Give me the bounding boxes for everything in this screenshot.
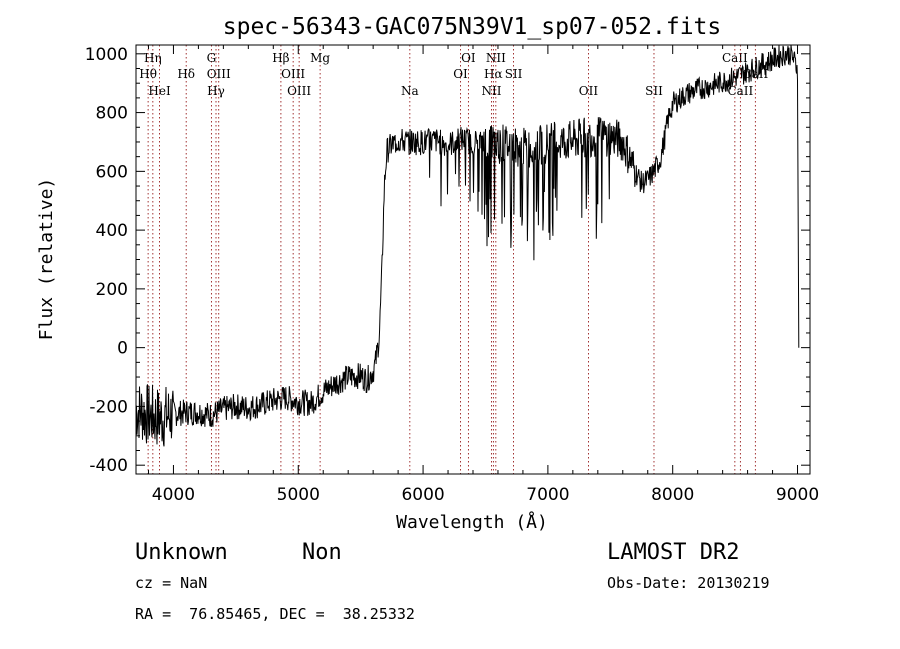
subclass-label: Non (302, 540, 342, 565)
spectral-line-label: OII (579, 84, 599, 98)
x-tick-label: 9000 (776, 485, 819, 505)
class-label: Unknown (135, 540, 228, 565)
spectral-line-label: Hβ (272, 51, 289, 65)
y-tick-label: 1000 (85, 45, 128, 65)
y-axis-label: Flux (relative) (36, 178, 57, 341)
survey-label: LAMOST DR2 (607, 540, 739, 565)
spectral-line-label: NII (481, 84, 501, 98)
spectral-line-label: Hη (144, 51, 162, 65)
y-tick-label: -400 (89, 456, 128, 476)
y-tick-label: 0 (117, 339, 128, 359)
y-tick-label: 800 (96, 104, 128, 124)
spectral-line-label: SII (505, 67, 523, 81)
spectral-line-label: Hγ (207, 84, 225, 98)
spectral-line-label: Hα (484, 67, 503, 81)
spectral-line-label: CaII (727, 84, 753, 98)
axes: 4000 5000 6000 7000 8000 9000 -400 -200 0 200 400 6… (85, 45, 819, 505)
spectral-line-label: SII (645, 84, 663, 98)
x-axis-label: Wavelength (Å) (396, 511, 548, 533)
spectral-line-label: NII (486, 51, 506, 65)
y-tick-label: 400 (96, 221, 128, 241)
redshift-text: cz = NaN (135, 574, 207, 592)
spectral-line-label: Hθ (139, 67, 157, 81)
spectral-line-label: G (207, 51, 217, 65)
spectral-line-label: CaII (722, 51, 748, 65)
chart-title: spec-56343-GAC075N39V1_sp07-052.fits (223, 14, 722, 40)
spectral-line-label: OIII (281, 67, 305, 81)
x-tick-label: 8000 (651, 485, 694, 505)
obs-date-text: Obs-Date: 20130219 (607, 574, 770, 592)
spectral-line-label: OI (461, 51, 476, 65)
spectral-line-label: OI (453, 67, 468, 81)
spectral-line-label: HeI (148, 84, 171, 98)
spectral-line-label: Hδ (177, 67, 195, 81)
spectral-line-label: OIII (287, 84, 311, 98)
x-tick-label: 4000 (152, 485, 195, 505)
spectral-line-label: Na (401, 84, 419, 98)
y-tick-label: -200 (89, 397, 128, 417)
y-tick-label: 600 (96, 162, 128, 182)
x-tick-label: 6000 (401, 485, 444, 505)
coordinates-text: RA = 76.85465, DEC = 38.25332 (135, 605, 415, 623)
spectral-line-label: OIII (207, 67, 231, 81)
spectrum-series-line (135, 44, 800, 447)
spectral-line-label: Mg (310, 51, 330, 65)
x-tick-label: 5000 (277, 485, 320, 505)
x-tick-label: 7000 (526, 485, 569, 505)
y-tick-label: 200 (96, 280, 128, 300)
